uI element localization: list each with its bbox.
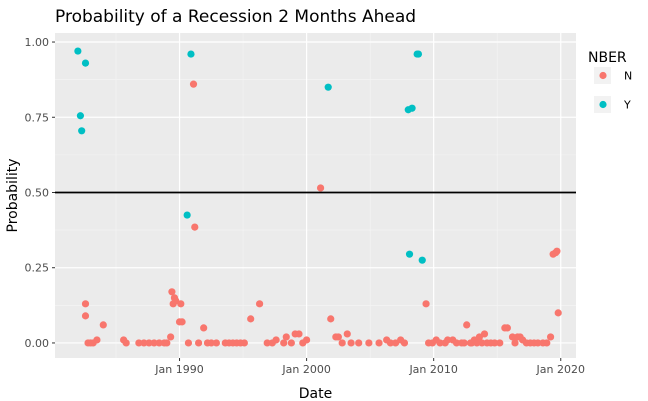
data-point-n <box>184 339 193 347</box>
data-point-n <box>167 333 175 341</box>
data-point-n <box>303 336 311 344</box>
data-point-n <box>496 339 504 347</box>
data-point-n <box>503 324 511 332</box>
data-point-n <box>480 330 489 338</box>
data-point-n <box>194 339 203 347</box>
x-tick-label: Jan 1990 <box>154 363 203 376</box>
data-point-n <box>163 339 171 347</box>
data-point-n <box>338 339 346 347</box>
x-tick-label: Jan 2000 <box>281 363 330 376</box>
data-point-y <box>81 59 90 67</box>
y-axis: 0.00 0.25 0.50 0.75 1.00 <box>25 36 55 350</box>
x-tick-label: Jan 2020 <box>536 363 585 376</box>
data-point-y <box>418 256 426 264</box>
data-point-n <box>422 300 430 308</box>
legend: NBER N Y <box>588 50 632 113</box>
data-point-n <box>282 333 290 341</box>
data-point-n <box>334 333 342 341</box>
data-point-n <box>546 333 555 341</box>
data-point-n <box>135 339 143 347</box>
data-point-y <box>414 50 423 58</box>
data-point-n <box>327 315 335 323</box>
data-point-n <box>99 321 107 329</box>
data-point-n <box>534 339 542 347</box>
data-point-n <box>287 339 295 347</box>
data-point-n <box>460 339 468 347</box>
legend-key-y <box>599 100 607 109</box>
data-point-n <box>177 300 185 308</box>
data-point-n <box>554 309 562 317</box>
data-point-n <box>272 336 280 344</box>
y-axis-title: Probability <box>5 158 21 232</box>
data-point-y <box>187 50 195 58</box>
data-point-n <box>508 333 517 341</box>
x-axis: Jan 1990 Jan 2000 Jan 2010 Jan 2020 <box>154 358 585 376</box>
legend-key-n <box>599 71 607 80</box>
data-point-y <box>78 127 86 135</box>
data-point-n <box>212 339 220 347</box>
data-point-n <box>444 336 452 344</box>
data-point-n <box>81 300 90 308</box>
data-point-n <box>81 312 90 320</box>
chart-title: Probability of a Recession 2 Months Ahea… <box>55 7 416 27</box>
data-point-n <box>316 184 325 192</box>
data-point-n <box>295 330 303 338</box>
data-point-y <box>324 83 332 91</box>
data-point-n <box>463 321 471 329</box>
y-tick-label: 1.00 <box>25 36 50 49</box>
data-point-n <box>375 339 383 347</box>
data-point-y <box>74 47 82 55</box>
data-point-n <box>452 339 461 347</box>
data-point-n <box>355 339 363 347</box>
data-point-n <box>491 339 499 347</box>
plot-panel <box>55 33 576 358</box>
y-tick-label: 0.50 <box>25 186 50 199</box>
y-tick-label: 0.00 <box>25 337 50 350</box>
data-point-n <box>150 339 158 347</box>
data-point-n <box>189 80 198 88</box>
data-point-n <box>280 339 288 347</box>
data-point-n <box>263 339 271 347</box>
data-point-n <box>400 339 409 347</box>
data-point-n <box>191 223 199 231</box>
data-point-n <box>365 339 373 347</box>
data-point-n <box>93 336 101 344</box>
data-point-y <box>76 112 85 120</box>
data-point-n <box>436 339 444 347</box>
data-point-n <box>207 339 215 347</box>
data-point-n <box>343 330 351 338</box>
data-point-n <box>145 339 153 347</box>
data-point-n <box>386 339 395 347</box>
data-point-n <box>155 339 163 347</box>
data-point-y <box>405 250 414 258</box>
data-point-n <box>478 339 486 347</box>
data-points <box>74 47 562 347</box>
data-point-y <box>183 211 191 219</box>
data-point-n <box>473 339 481 347</box>
data-point-n <box>511 339 519 347</box>
y-tick-label: 0.25 <box>25 262 50 275</box>
legend-title: NBER <box>588 50 627 66</box>
data-point-n <box>347 339 355 347</box>
data-point-n <box>200 324 208 332</box>
data-point-n <box>553 247 561 255</box>
data-point-n <box>178 318 186 326</box>
data-point-n <box>122 339 130 347</box>
data-point-n <box>543 339 551 347</box>
data-point-n <box>168 288 176 296</box>
legend-label-y: Y <box>623 99 631 112</box>
x-tick-label: Jan 2010 <box>408 363 457 376</box>
x-axis-title: Date <box>299 386 332 401</box>
data-point-n <box>247 315 255 323</box>
data-point-n <box>255 300 264 308</box>
legend-label-n: N <box>624 70 632 83</box>
data-point-n <box>140 339 148 347</box>
y-tick-label: 0.75 <box>25 111 50 124</box>
data-point-y <box>408 104 416 112</box>
data-point-n <box>240 339 248 347</box>
